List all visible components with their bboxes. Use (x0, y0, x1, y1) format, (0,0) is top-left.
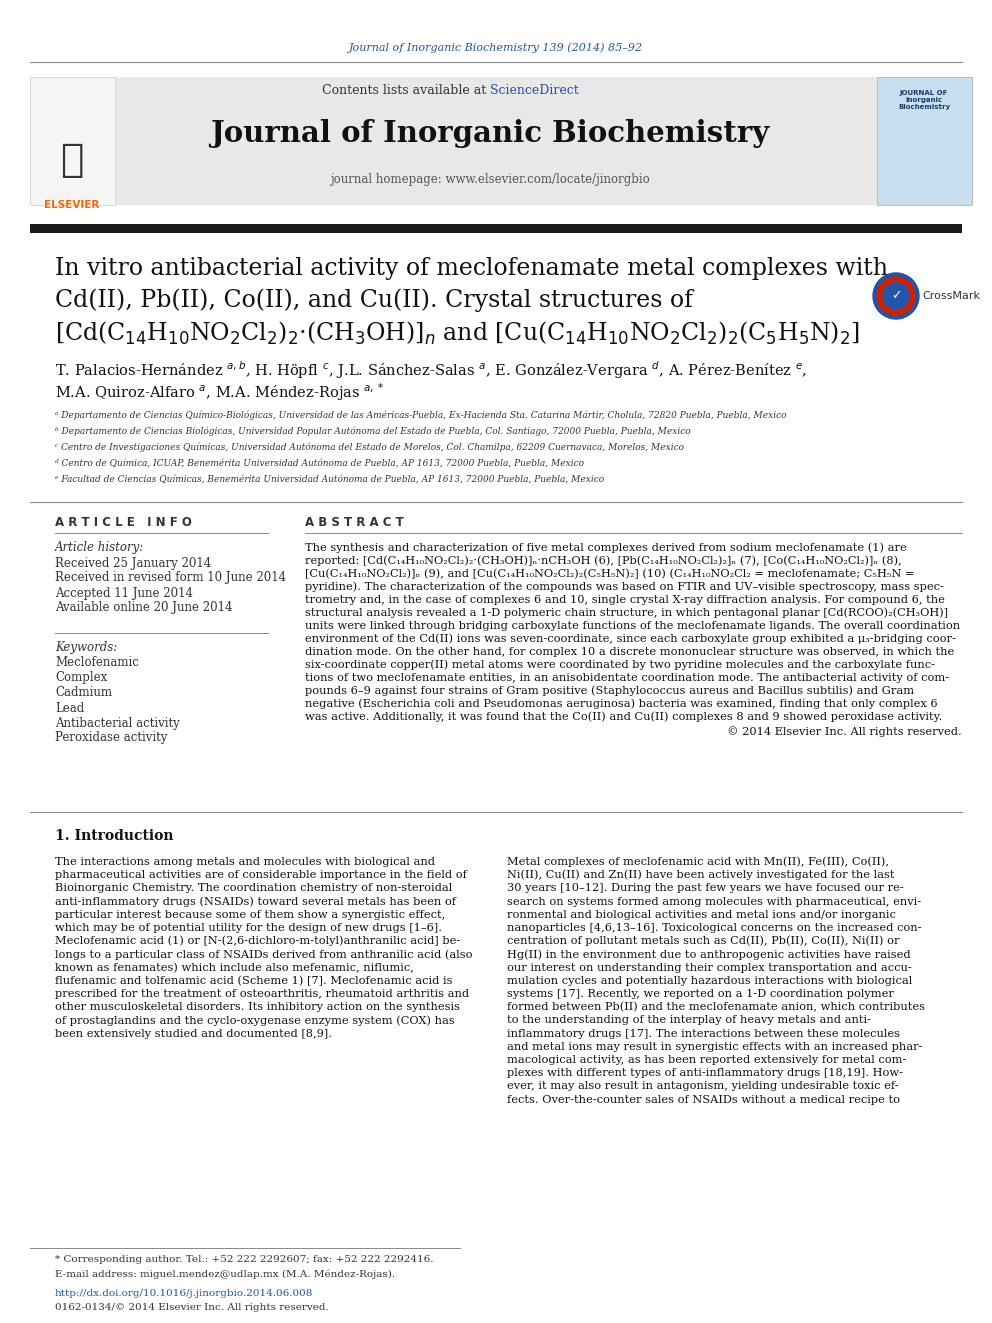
Text: * Corresponding author. Tel.: +52 222 2292607; fax: +52 222 2292416.: * Corresponding author. Tel.: +52 222 22… (55, 1256, 434, 1265)
Text: Ni(II), Cu(II) and Zn(II) have been actively investigated for the last: Ni(II), Cu(II) and Zn(II) have been acti… (507, 871, 895, 881)
Bar (30, 224, 962, 233)
Bar (115, 77, 877, 205)
Text: [Cd(C$_{14}$H$_{10}$NO$_2$Cl$_2$)$_2$·(CH$_3$OH)]$_n$ and [Cu(C$_{14}$H$_{10}$NO: [Cd(C$_{14}$H$_{10}$NO$_2$Cl$_2$)$_2$·(C… (55, 319, 860, 347)
Text: © 2014 Elsevier Inc. All rights reserved.: © 2014 Elsevier Inc. All rights reserved… (727, 726, 962, 737)
Text: ᵉ Facultad de Ciencias Químicas, Benemérita Universidad Autónoma de Puebla, AP 1: ᵉ Facultad de Ciencias Químicas, Benemér… (55, 475, 604, 483)
Text: to the understanding of the interplay of heavy metals and anti-: to the understanding of the interplay of… (507, 1015, 871, 1025)
Text: Received 25 January 2014: Received 25 January 2014 (55, 557, 211, 569)
Text: Journal of Inorganic Biochemistry 139 (2014) 85–92: Journal of Inorganic Biochemistry 139 (2… (349, 42, 643, 53)
Text: Contents lists available at: Contents lists available at (321, 83, 490, 97)
Text: http://dx.doi.org/10.1016/j.jinorgbio.2014.06.008: http://dx.doi.org/10.1016/j.jinorgbio.20… (55, 1290, 313, 1298)
Text: Bioinorganic Chemistry. The coordination chemistry of non-steroidal: Bioinorganic Chemistry. The coordination… (55, 884, 452, 893)
Text: E-mail address: miguel.mendez@udlap.mx (M.A. Méndez-Rojas).: E-mail address: miguel.mendez@udlap.mx (… (55, 1269, 395, 1279)
Bar (30, 77, 115, 205)
Text: Keywords:: Keywords: (55, 640, 117, 654)
Text: CrossMark: CrossMark (922, 291, 980, 302)
Text: units were linked through bridging carboxylate functions of the meclofenamate li: units were linked through bridging carbo… (305, 620, 960, 631)
Text: plexes with different types of anti-inflammatory drugs [18,19]. How-: plexes with different types of anti-infl… (507, 1068, 903, 1078)
Text: search on systems formed among molecules with pharmaceutical, envi-: search on systems formed among molecules… (507, 897, 922, 906)
Text: our interest on understanding their complex transportation and accu-: our interest on understanding their comp… (507, 963, 912, 972)
Text: The interactions among metals and molecules with biological and: The interactions among metals and molecu… (55, 857, 435, 867)
Text: ᵃ Departamento de Ciencias Químico-Biológicas, Universidad de las Américas-Puebl: ᵃ Departamento de Ciencias Químico-Bioló… (55, 410, 787, 419)
Text: Cd(II), Pb(II), Co(II), and Cu(II). Crystal structures of: Cd(II), Pb(II), Co(II), and Cu(II). Crys… (55, 288, 692, 312)
Text: Meclofenamic acid (1) or [N-(2,6-dichloro-m-tolyl)anthranilic acid] be-: Meclofenamic acid (1) or [N-(2,6-dichlor… (55, 935, 460, 946)
Text: Peroxidase activity: Peroxidase activity (55, 732, 168, 745)
Circle shape (873, 273, 919, 319)
Text: six-coordinate copper(II) metal atoms were coordinated by two pyridine molecules: six-coordinate copper(II) metal atoms we… (305, 660, 935, 671)
Text: 1. Introduction: 1. Introduction (55, 830, 174, 843)
Text: In vitro antibacterial activity of meclofenamate metal complexes with: In vitro antibacterial activity of meclo… (55, 257, 888, 279)
Text: macological activity, as has been reported extensively for metal com-: macological activity, as has been report… (507, 1054, 907, 1065)
Text: 0162-0134/© 2014 Elsevier Inc. All rights reserved.: 0162-0134/© 2014 Elsevier Inc. All right… (55, 1303, 328, 1312)
Text: Metal complexes of meclofenamic acid with Mn(II), Fe(III), Co(II),: Metal complexes of meclofenamic acid wit… (507, 857, 889, 868)
Text: ronmental and biological activities and metal ions and/or inorganic: ronmental and biological activities and … (507, 910, 896, 919)
Text: known as fenamates) which include also mefenamic, niflumic,: known as fenamates) which include also m… (55, 962, 414, 972)
Text: ELSEVIER: ELSEVIER (45, 200, 99, 210)
Text: other musculoskeletal disorders. Its inhibitory action on the synthesis: other musculoskeletal disorders. Its inh… (55, 1003, 460, 1012)
Text: Meclofenamic: Meclofenamic (55, 656, 139, 669)
Text: Accepted 11 June 2014: Accepted 11 June 2014 (55, 586, 193, 599)
Text: was active. Additionally, it was found that the Co(II) and Cu(II) complexes 8 an: was active. Additionally, it was found t… (305, 712, 942, 722)
Text: mulation cycles and potentially hazardous interactions with biological: mulation cycles and potentially hazardou… (507, 976, 913, 986)
Text: The synthesis and characterization of five metal complexes derived from sodium m: The synthesis and characterization of fi… (305, 542, 907, 553)
Text: nanoparticles [4,6,13–16]. Toxicological concerns on the increased con-: nanoparticles [4,6,13–16]. Toxicological… (507, 923, 922, 933)
Text: journal homepage: www.elsevier.com/locate/jinorgbio: journal homepage: www.elsevier.com/locat… (330, 173, 650, 187)
Text: Available online 20 June 2014: Available online 20 June 2014 (55, 602, 232, 614)
Text: Received in revised form 10 June 2014: Received in revised form 10 June 2014 (55, 572, 286, 585)
Text: of prostaglandins and the cyclo-oxygenase enzyme system (COX) has: of prostaglandins and the cyclo-oxygenas… (55, 1015, 454, 1025)
Text: dination mode. On the other hand, for complex 10 a discrete mononuclear structur: dination mode. On the other hand, for co… (305, 647, 954, 658)
Text: ScienceDirect: ScienceDirect (490, 83, 578, 97)
Text: flufenamic and tolfenamic acid (Scheme 1) [7]. Meclofenamic acid is: flufenamic and tolfenamic acid (Scheme 1… (55, 975, 452, 986)
Text: Article history:: Article history: (55, 541, 144, 554)
Text: ᵈ Centro de Química, ICUAP, Benemérita Universidad Autónoma de Puebla, AP 1613, : ᵈ Centro de Química, ICUAP, Benemérita U… (55, 459, 584, 467)
Text: fects. Over-the-counter sales of NSAIDs without a medical recipe to: fects. Over-the-counter sales of NSAIDs … (507, 1094, 900, 1105)
Text: which may be of potential utility for the design of new drugs [1–6].: which may be of potential utility for th… (55, 923, 442, 933)
Text: [Cu(C₁₄H₁₀NO₂Cl₂)]ₙ (9), and [Cu(C₁₄H₁₀NO₂Cl₂)₂(C₅H₅N)₂] (10) (C₁₄H₁₀NO₂Cl₂ = me: [Cu(C₁₄H₁₀NO₂Cl₂)]ₙ (9), and [Cu(C₁₄H₁₀N… (305, 569, 915, 579)
Text: Lead: Lead (55, 701, 84, 714)
Text: tions of two meclofenamate entities, in an anisobidentate coordination mode. The: tions of two meclofenamate entities, in … (305, 673, 949, 683)
Text: formed between Pb(II) and the meclofenamate anion, which contributes: formed between Pb(II) and the meclofenam… (507, 1002, 925, 1012)
Text: ever, it may also result in antagonism, yielding undesirable toxic ef-: ever, it may also result in antagonism, … (507, 1081, 899, 1091)
Text: environment of the Cd(II) ions was seven-coordinate, since each carboxylate grou: environment of the Cd(II) ions was seven… (305, 634, 956, 644)
Text: M.A. Quiroz-Alfaro $^a$, M.A. Méndez-Rojas $^{a,*}$: M.A. Quiroz-Alfaro $^a$, M.A. Méndez-Roj… (55, 381, 384, 402)
Text: JOURNAL OF
Inorganic
Biochemistry: JOURNAL OF Inorganic Biochemistry (898, 90, 950, 110)
Text: A B S T R A C T: A B S T R A C T (305, 516, 404, 528)
Text: prescribed for the treatment of osteoarthritis, rheumatoid arthritis and: prescribed for the treatment of osteoart… (55, 990, 469, 999)
Text: centration of pollutant metals such as Cd(II), Pb(II), Co(II), Ni(II) or: centration of pollutant metals such as C… (507, 935, 900, 946)
Text: negative (Escherichia coli and Pseudomonas aeruginosa) bacteria was examined, fi: negative (Escherichia coli and Pseudomon… (305, 699, 937, 709)
Text: pounds 6–9 against four strains of Gram positive (Staphylococcus aureus and Baci: pounds 6–9 against four strains of Gram … (305, 685, 914, 696)
Text: longs to a particular class of NSAIDs derived from anthranilic acid (also: longs to a particular class of NSAIDs de… (55, 949, 472, 959)
Text: Hg(II) in the environment due to anthropogenic activities have raised: Hg(II) in the environment due to anthrop… (507, 949, 911, 959)
Text: structural analysis revealed a 1-D polymeric chain structure, in which pentagona: structural analysis revealed a 1-D polym… (305, 607, 948, 618)
Text: pyridine). The characterization of the compounds was based on FTIR and UV–visibl: pyridine). The characterization of the c… (305, 582, 943, 593)
Text: A R T I C L E   I N F O: A R T I C L E I N F O (55, 516, 191, 528)
Text: reported: [Cd(C₁₄H₁₀NO₂Cl₂)₂·(CH₃OH)]ₙ·nCH₃OH (6), [Pb(C₁₄H₁₀NO₂Cl₂)₂]ₙ (7), [Co: reported: [Cd(C₁₄H₁₀NO₂Cl₂)₂·(CH₃OH)]ₙ·n… (305, 556, 902, 566)
Text: particular interest because some of them show a synergistic effect,: particular interest because some of them… (55, 910, 445, 919)
Text: inflammatory drugs [17]. The interactions between these molecules: inflammatory drugs [17]. The interaction… (507, 1028, 900, 1039)
Circle shape (877, 277, 915, 315)
Text: Journal of Inorganic Biochemistry: Journal of Inorganic Biochemistry (210, 119, 770, 147)
Text: Complex: Complex (55, 672, 107, 684)
Circle shape (883, 283, 909, 310)
Text: ᵇ Departamento de Ciencias Biológicas, Universidad Popular Autónoma del Estado d: ᵇ Departamento de Ciencias Biológicas, U… (55, 426, 690, 435)
Text: systems [17]. Recently, we reported on a 1-D coordination polymer: systems [17]. Recently, we reported on a… (507, 990, 894, 999)
Text: anti-inflammatory drugs (NSAIDs) toward several metals has been of: anti-inflammatory drugs (NSAIDs) toward … (55, 896, 456, 906)
Text: been extensively studied and documented [8,9].: been extensively studied and documented … (55, 1028, 332, 1039)
Bar (877, 77, 972, 205)
Text: ✓: ✓ (891, 290, 902, 303)
Text: 🌳: 🌳 (61, 142, 83, 179)
Text: T. Palacios-Hernández $^{a,b}$, H. Höpfl $^c$, J.L. Sánchez-Salas $^a$, E. Gonzá: T. Palacios-Hernández $^{a,b}$, H. Höpfl… (55, 359, 807, 381)
Text: 30 years [10–12]. During the past few years we have focused our re-: 30 years [10–12]. During the past few ye… (507, 884, 904, 893)
Text: ᶜ Centro de Investigaciones Químicas, Universidad Autónoma del Estado de Morelos: ᶜ Centro de Investigaciones Químicas, Un… (55, 442, 684, 451)
Text: trometry and, in the case of complexes 6 and 10, single crystal X-ray diffractio: trometry and, in the case of complexes 6… (305, 595, 944, 605)
Text: and metal ions may result in synergistic effects with an increased phar-: and metal ions may result in synergistic… (507, 1041, 923, 1052)
Text: Antibacterial activity: Antibacterial activity (55, 717, 180, 729)
Text: Cadmium: Cadmium (55, 687, 112, 700)
Text: pharmaceutical activities are of considerable importance in the field of: pharmaceutical activities are of conside… (55, 871, 467, 880)
